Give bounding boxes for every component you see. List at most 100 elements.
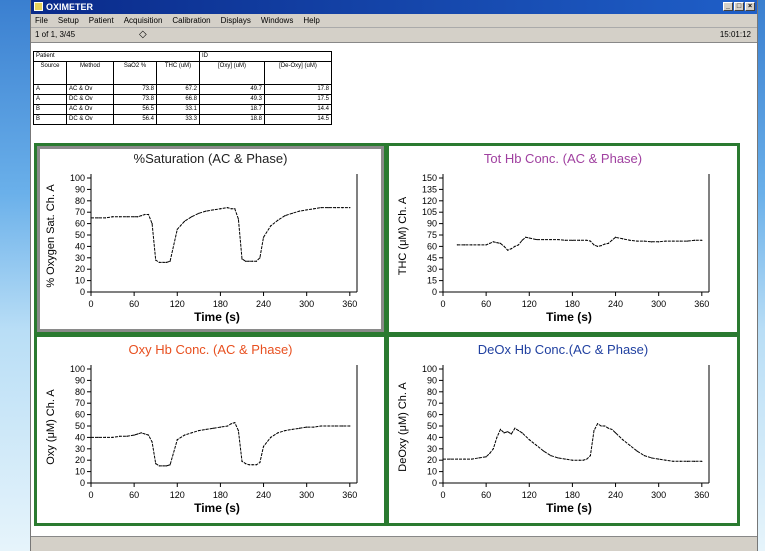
- table-cell: 66.8: [156, 94, 200, 105]
- y-tick-label: 20: [427, 455, 437, 465]
- nav-diamond-icon[interactable]: ◇: [139, 29, 147, 40]
- menu-setup[interactable]: Setup: [57, 16, 79, 25]
- x-tick-label: 120: [170, 490, 185, 500]
- data-point: [165, 261, 168, 263]
- data-point: [636, 240, 638, 242]
- data-point: [126, 435, 128, 437]
- data-point: [298, 427, 301, 429]
- data-point: [456, 244, 458, 246]
- data-point: [496, 436, 498, 438]
- data-point: [607, 242, 609, 244]
- results-table: Patient ID Source Method SaO2 % THC (uM)…: [33, 51, 332, 125]
- data-point: [349, 425, 351, 427]
- data-point: [234, 208, 236, 210]
- data-point: [607, 427, 609, 429]
- chart-panel-deoxy-hb[interactable]: DeOx Hb Conc.(AC & Phase) 0 10 20 30 40 50 60 7…: [389, 337, 737, 523]
- data-point: [586, 458, 588, 460]
- table-cell: 18.7: [199, 104, 265, 115]
- data-point: [636, 450, 638, 452]
- menu-displays[interactable]: Displays: [220, 16, 251, 25]
- chart-title: Tot Hb Conc. (AC & Phase): [483, 151, 643, 166]
- data-point: [198, 212, 200, 214]
- chart-panel-oxy-hb[interactable]: Oxy Hb Conc. (AC & Phase) 0 10 20 30 40 50 60 7…: [37, 337, 384, 523]
- data-point: [510, 248, 512, 250]
- data-point: [611, 428, 613, 431]
- data-point: [622, 238, 624, 240]
- data-point: [158, 465, 160, 467]
- menu-windows[interactable]: Windows: [260, 16, 294, 25]
- data-point: [140, 215, 142, 217]
- maximize-button[interactable]: □: [734, 2, 744, 11]
- x-tick-label: 180: [565, 490, 580, 500]
- title-bar[interactable]: OXIMETER _ □ ×: [31, 0, 757, 14]
- data-point: [571, 239, 574, 241]
- y-tick-label: 90: [427, 375, 437, 385]
- table-cell: B: [33, 104, 67, 115]
- x-tick-label: 240: [256, 299, 271, 309]
- y-tick-label: 80: [75, 387, 85, 397]
- menu-file[interactable]: File: [35, 16, 48, 25]
- x-tick-label: 0: [88, 490, 93, 500]
- data-point: [230, 423, 232, 425]
- data-point: [212, 209, 214, 211]
- x-tick-label: 60: [129, 490, 139, 500]
- data-point: [144, 433, 146, 435]
- table-cell: DC & Ov: [66, 114, 114, 125]
- table-row: B AC & Ov 56.5 33.1 18.7 14.4: [33, 104, 332, 115]
- chart-panel-total-hb[interactable]: Tot Hb Conc. (AC & Phase) 0 15 30 45 60 75 90 1…: [389, 146, 737, 332]
- data-point: [614, 236, 617, 238]
- data-point: [489, 242, 491, 244]
- menu-help[interactable]: Help: [303, 16, 320, 25]
- data-point: [557, 238, 559, 241]
- data-point: [234, 421, 236, 424]
- data-point: [151, 223, 153, 225]
- data-point: [320, 207, 322, 209]
- data-point: [97, 217, 99, 219]
- data-point: [248, 464, 250, 466]
- window-title: OXIMETER: [46, 2, 94, 12]
- data-point: [226, 207, 229, 209]
- data-point: [492, 448, 494, 450]
- data-point: [517, 429, 520, 432]
- data-point: [90, 217, 92, 219]
- series-line: [91, 207, 350, 263]
- menu-acquisition[interactable]: Acquisition: [123, 16, 163, 25]
- data-point: [327, 207, 329, 209]
- menu-calibration[interactable]: Calibration: [172, 16, 211, 25]
- y-tick-label: 135: [422, 184, 437, 194]
- x-tick-label: 60: [129, 299, 139, 309]
- table-row: B DC & Ov 56.4 33.3 18.8 14.5: [33, 114, 332, 125]
- data-point: [604, 243, 606, 245]
- table-cell: DC & Ov: [66, 94, 114, 105]
- data-point: [643, 455, 645, 457]
- data-point: [589, 455, 591, 457]
- close-button[interactable]: ×: [745, 2, 755, 11]
- y-tick-label: 20: [75, 264, 85, 274]
- y-tick-label: 60: [427, 410, 437, 420]
- data-point: [596, 423, 599, 425]
- data-point: [104, 436, 106, 438]
- col-header: Method: [66, 61, 114, 85]
- data-point: [230, 208, 232, 210]
- data-point: [503, 245, 505, 247]
- data-point: [510, 433, 512, 435]
- data-point: [191, 216, 193, 218]
- data-point: [589, 240, 591, 242]
- data-point: [557, 457, 559, 459]
- minimize-button[interactable]: _: [723, 2, 733, 11]
- data-point: [137, 216, 139, 218]
- y-tick-label: 50: [427, 421, 437, 431]
- table-cell: 18.8: [199, 114, 265, 125]
- data-point: [672, 460, 674, 462]
- data-point: [665, 240, 667, 242]
- data-point: [241, 258, 243, 260]
- data-point: [701, 239, 703, 241]
- x-tick-label: 0: [440, 299, 445, 309]
- menu-patient[interactable]: Patient: [88, 16, 114, 25]
- data-point: [521, 239, 523, 241]
- series-line: [443, 422, 702, 462]
- chart-panel-saturation[interactable]: %Saturation (AC & Phase) 0 10 20 30 40 50 60 70…: [37, 146, 384, 332]
- data-point: [514, 427, 516, 429]
- col-header: [De-Oxy] (uM): [264, 61, 332, 85]
